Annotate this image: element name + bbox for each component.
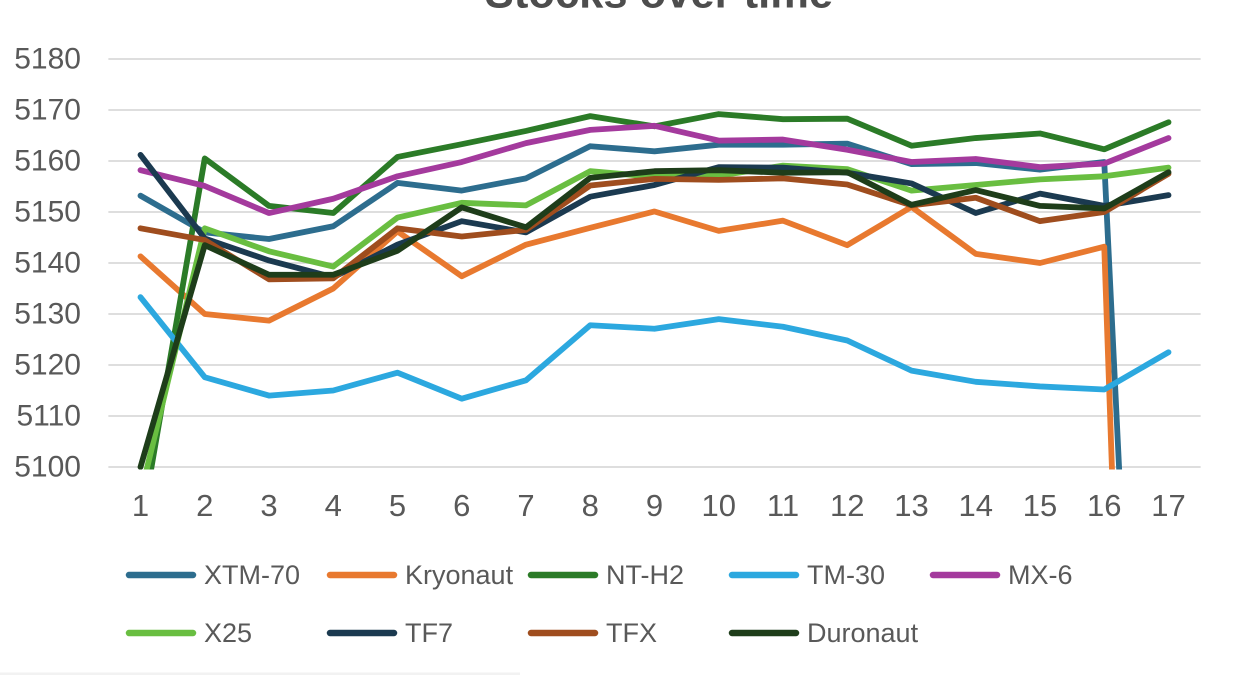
svg-text:TM-30: TM-30 (807, 560, 885, 590)
svg-text:MX-6: MX-6 (1008, 560, 1073, 590)
svg-text:11: 11 (767, 488, 799, 523)
svg-text:5160: 5160 (14, 145, 81, 178)
svg-text:TF7: TF7 (405, 618, 453, 648)
svg-text:XTM-70: XTM-70 (204, 560, 300, 590)
svg-text:5140: 5140 (14, 247, 81, 280)
svg-text:Stocks over time: Stocks over time (485, 0, 833, 18)
svg-text:10: 10 (702, 488, 736, 523)
svg-text:7: 7 (517, 488, 534, 523)
svg-text:6: 6 (453, 488, 470, 523)
svg-text:5: 5 (389, 488, 406, 523)
svg-text:Kryonaut: Kryonaut (405, 560, 514, 590)
svg-text:5110: 5110 (16, 400, 81, 433)
svg-text:17: 17 (1151, 488, 1185, 523)
svg-text:5180: 5180 (14, 43, 81, 76)
svg-text:2: 2 (196, 488, 213, 523)
svg-text:14: 14 (959, 488, 993, 523)
svg-text:NT-H2: NT-H2 (606, 560, 684, 590)
svg-text:5130: 5130 (14, 298, 81, 331)
svg-text:5120: 5120 (14, 349, 81, 382)
svg-text:3: 3 (260, 488, 277, 523)
svg-text:15: 15 (1023, 488, 1057, 523)
svg-text:16: 16 (1087, 488, 1121, 523)
svg-text:4: 4 (325, 488, 342, 523)
svg-text:1: 1 (132, 488, 149, 523)
svg-text:5170: 5170 (14, 94, 81, 127)
svg-text:13: 13 (894, 488, 928, 523)
svg-text:Duronaut: Duronaut (807, 618, 919, 648)
svg-text:TFX: TFX (606, 618, 657, 648)
svg-text:8: 8 (582, 488, 599, 523)
svg-text:5150: 5150 (14, 196, 81, 229)
svg-text:5100: 5100 (14, 451, 81, 484)
svg-text:9: 9 (646, 488, 663, 523)
svg-text:X25: X25 (204, 618, 252, 648)
svg-text:12: 12 (830, 488, 864, 523)
